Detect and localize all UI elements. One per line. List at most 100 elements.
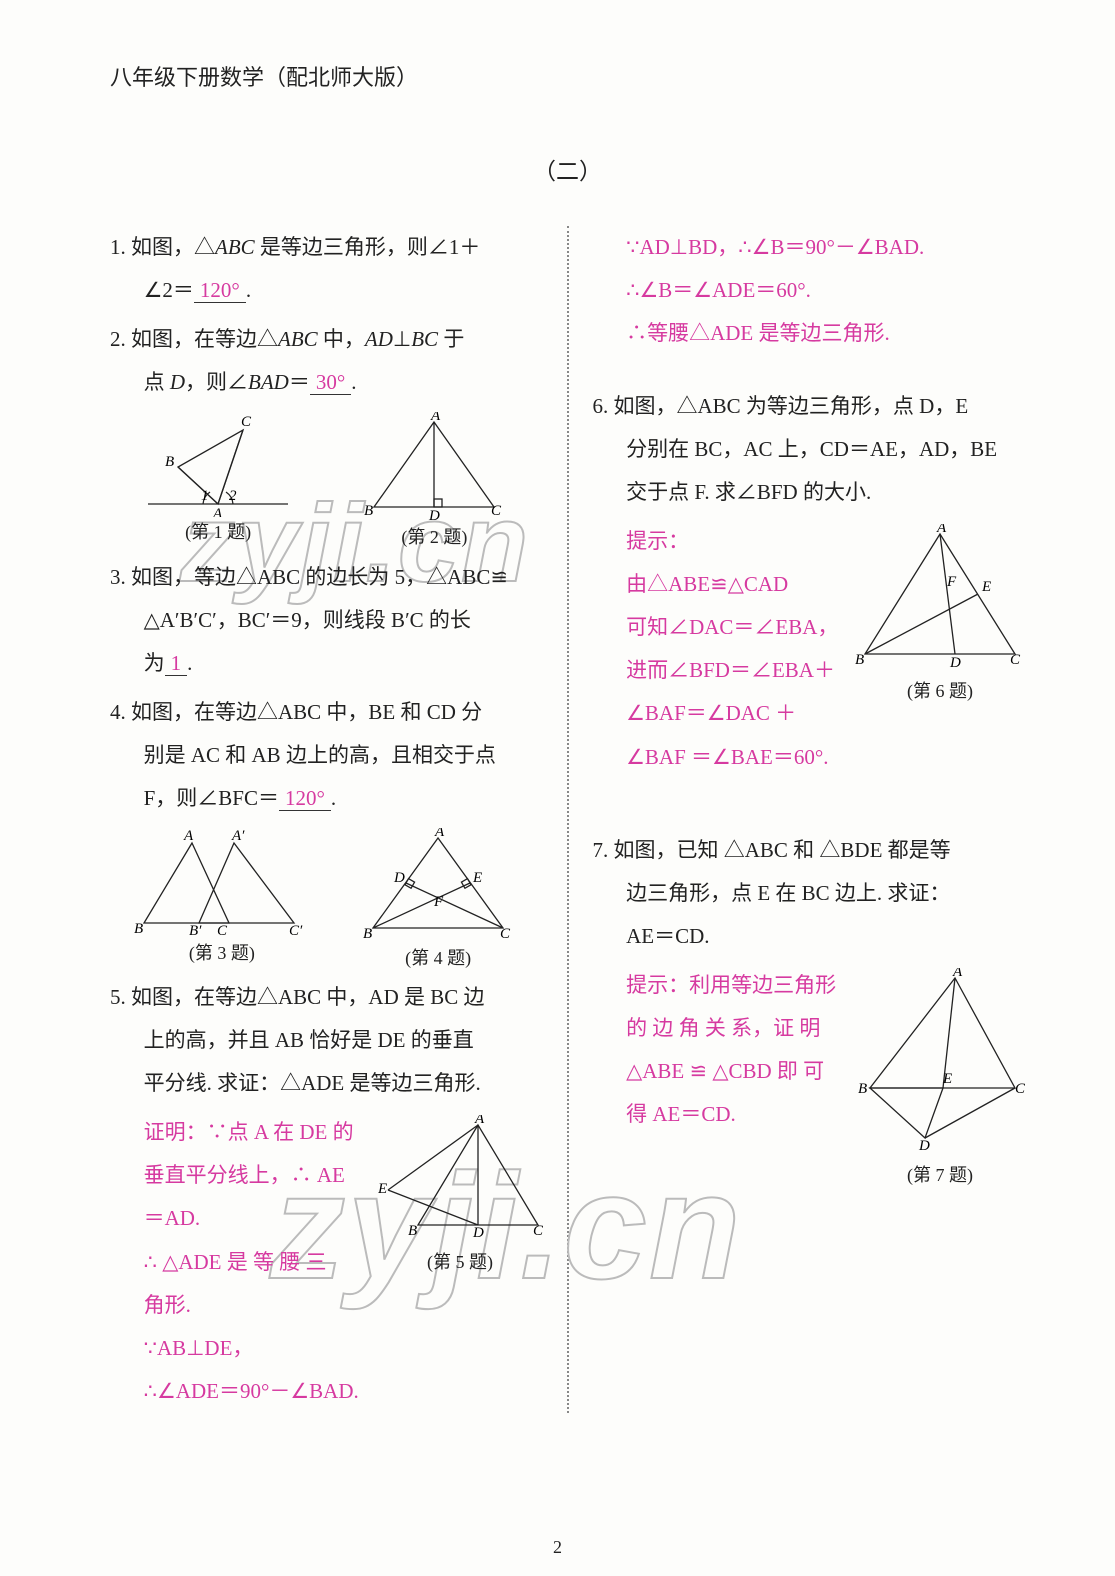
q7-num: 7. [593,838,614,862]
svg-text:C: C [241,414,252,430]
svg-text:C: C [500,926,511,942]
svg-text:C′: C′ [289,923,303,938]
q1-answer: 120° [194,278,246,303]
q4-num: 4. [110,700,131,724]
figure-1: C B A 1 2 (第 1 题) [143,412,293,549]
q6-l2: 分别在 BC，AC 上，CD＝AE，AD，BE [626,437,997,461]
q5-proof-cont: ∵AD⊥BD，∴∠B＝90°－∠BAD. ∴∠B＝∠ADE＝60°. ∴等腰△A… [593,226,1026,355]
q6-proof-line: ∠BAF ＝∠BAE＝60°. [626,736,1025,779]
figure-row-1-2: C B A 1 2 (第 1 题) A [110,412,543,549]
svg-text:E: E [472,870,482,886]
svg-text:B: B [165,454,174,470]
svg-text:2: 2 [229,488,237,504]
q6-l1: 如图，△ABC 为等边三角形，点 D，E [614,394,969,418]
q1-text-b: 是等边三角形，则∠1＋ [255,235,481,259]
svg-text:A: A [434,828,445,840]
fig4-caption: (第 4 题) [358,947,518,970]
svg-text:A: A [952,968,963,980]
q1-num: 1. [110,235,131,259]
svg-text:D: D [918,1138,930,1153]
q5-proof-line: ∵AB⊥DE， [144,1327,543,1370]
svg-text:B: B [134,921,143,937]
svg-text:A: A [212,506,223,517]
q2-ta: 如图，在等边△ [131,327,278,351]
figure-row-3-4: A A′ B B′ C C′ (第 3 题) [110,828,543,970]
svg-text:A′: A′ [231,828,245,844]
svg-text:C: C [491,503,502,519]
svg-text:C: C [1010,652,1021,668]
figure-2: A B C D (第 2 题) [359,412,509,549]
svg-text:B: B [408,1223,417,1239]
q5-proof-line: 角形. [144,1284,543,1327]
svg-text:C: C [533,1223,543,1239]
page-header: 八年级下册数学（配北师大版） [110,60,1025,92]
svg-text:D: D [428,508,440,522]
q7-l2: 边三角形，点 E 在 BC 边上. 求证： [626,881,950,905]
q2-abc: ABC [278,327,318,351]
svg-text:D: D [472,1225,484,1240]
q7-l1: 如图，已知 △ABC 和 △BDE 都是等 [614,838,951,862]
fig4-svg: A B C D E F [358,828,518,943]
svg-text:A: A [183,828,194,844]
q2-l2b: ，则∠ [185,370,248,394]
q1-text-a: 如图，△ [131,235,215,259]
q4-answer: 120° [279,786,331,811]
fig7-caption: (第 7 题) [855,1157,1025,1194]
q2-l2c: ＝ [289,370,310,394]
svg-text:D: D [949,655,961,669]
q5-proof-line: ∴∠ADE＝90°－∠BAD. [144,1370,543,1413]
q3-num: 3. [110,565,131,589]
q5-cont-line: ∵AD⊥BD，∴∠B＝90°－∠BAD. [626,226,1025,269]
question-4: 4. 如图，在等边△ABC 中，BE 和 CD 分 别是 AC 和 AB 边上的… [110,691,543,820]
svg-text:E: E [981,579,991,595]
q6-num: 6. [593,394,614,418]
question-6: 6. 如图，△ABC 为等边三角形，点 D，E 分别在 BC，AC 上，CD＝A… [593,385,1026,514]
left-column: 1. 如图，△ABC 是等边三角形，则∠1＋ ∠2＝120°. 2. 如图，在等… [110,226,567,1413]
fig3-caption: (第 3 题) [134,942,309,965]
svg-text:A: A [474,1115,485,1127]
q2-answer: 30° [310,370,351,395]
question-3: 3. 如图，等边△ABC 的边长为 5，△ABC≌ △A′B′C′，BC′＝9，… [110,556,543,685]
svg-text:B: B [855,652,864,668]
right-column: ∵AD⊥BD，∴∠B＝90°－∠BAD. ∴∠B＝∠ADE＝60°. ∴等腰△A… [569,226,1026,1413]
question-2: 2. 如图，在等边△ABC 中，AD⊥BC 于 点 D，则∠BAD＝30°. [110,318,543,404]
q3-l3a: 为 [144,651,165,675]
fig6-svg: A B C D E F [855,524,1025,669]
q4-l3a: F，则∠BFC＝ [144,786,279,810]
q3-answer: 1 [165,651,188,676]
svg-text:C: C [1015,1081,1025,1097]
svg-text:1: 1 [201,488,209,504]
q3-l2: △A′B′C′，BC′＝9，则线段 B′C 的长 [144,608,471,632]
q4-l1: 如图，在等边△ABC 中，BE 和 CD 分 [131,700,482,724]
svg-text:E: E [378,1181,387,1197]
q2-bc: BC [411,327,438,351]
fig2-caption: (第 2 题) [359,526,509,549]
q6-l3: 交于点 F. 求∠BFD 的大小. [626,480,871,504]
svg-text:E: E [942,1071,952,1087]
q5-l2: 上的高，并且 AB 恰好是 DE 的垂直 [144,1028,474,1052]
page-number: 2 [553,1537,562,1558]
svg-text:A: A [936,524,947,536]
q5-cont-line: ∴∠B＝∠ADE＝60°. [626,269,1025,312]
section-number: （二） [110,152,1025,186]
svg-text:B: B [363,926,372,942]
fig5-caption: (第 5 题) [378,1244,543,1281]
q5-l1: 如图，在等边△ABC 中，AD 是 BC 边 [131,985,485,1009]
two-column-layout: 1. 如图，△ABC 是等边三角形，则∠1＋ ∠2＝120°. 2. 如图，在等… [110,226,1025,1413]
question-5: 5. 如图，在等边△ABC 中，AD 是 BC 边 上的高，并且 AB 恰好是 … [110,976,543,1105]
svg-text:B: B [364,503,373,519]
svg-text:B′: B′ [189,923,202,938]
fig1-svg: C B A 1 2 [143,412,293,517]
page: 八年级下册数学（配北师大版） （二） zyji.cn zyji.cn 1. 如图… [0,0,1115,1576]
figure-6: A B C D E F (第 6 题) [855,524,1025,710]
svg-text:A: A [430,412,441,424]
question-7: 7. 如图，已知 △ABC 和 △BDE 都是等 边三角形，点 E 在 BC 边… [593,829,1026,958]
svg-text:F: F [946,574,957,590]
q1-l2a: ∠2＝ [144,278,194,302]
q3-l3b: . [187,651,192,675]
svg-text:B: B [858,1081,867,1097]
figure-5: A B C D E (第 5 题) [378,1115,543,1281]
svg-text:C: C [217,923,228,938]
q2-d: D [170,370,185,394]
q2-bad: BAD [248,370,289,394]
